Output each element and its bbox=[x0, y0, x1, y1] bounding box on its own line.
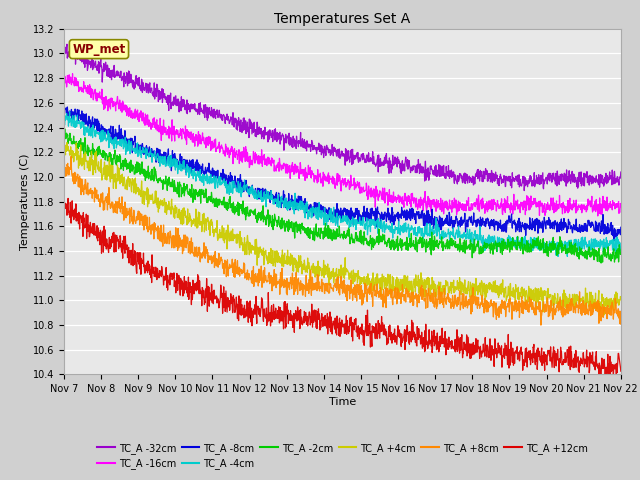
Text: WP_met: WP_met bbox=[72, 43, 125, 56]
Y-axis label: Temperatures (C): Temperatures (C) bbox=[20, 153, 30, 250]
Title: Temperatures Set A: Temperatures Set A bbox=[275, 12, 410, 26]
Legend: TC_A -32cm, TC_A -16cm, TC_A -8cm, TC_A -4cm, TC_A -2cm, TC_A +4cm, TC_A +8cm, T: TC_A -32cm, TC_A -16cm, TC_A -8cm, TC_A … bbox=[93, 439, 591, 473]
X-axis label: Time: Time bbox=[329, 397, 356, 407]
